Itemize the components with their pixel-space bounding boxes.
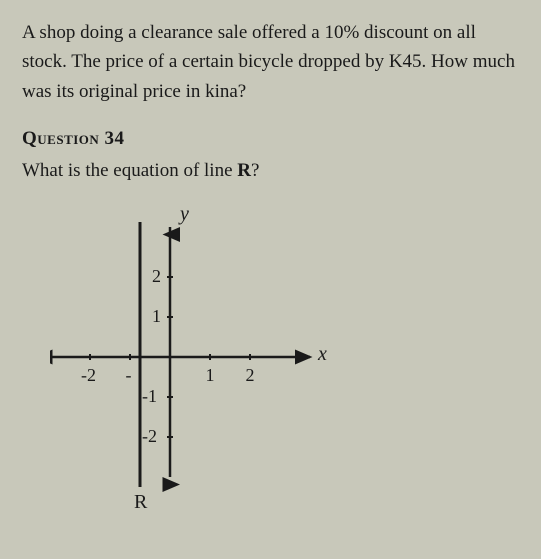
question-heading: Question 34	[22, 128, 519, 150]
prompt-suffix: ?	[251, 160, 259, 181]
question-prompt: What is the equation of line R?	[22, 160, 519, 182]
x-tick-2: 2	[246, 365, 255, 386]
prior-problem-text: A shop doing a clearance sale offered a …	[22, 18, 519, 106]
y-tick--1: -1	[142, 386, 157, 407]
x-axis-label: x	[318, 343, 327, 366]
line-r-label: R	[134, 491, 147, 514]
y-tick--2: -2	[142, 426, 157, 447]
x-tick-1: 1	[206, 365, 215, 386]
y-tick-2: 2	[152, 266, 161, 287]
y-axis-label: y	[180, 203, 189, 226]
graph-svg	[50, 202, 350, 512]
x-tick--2: -2	[81, 365, 96, 386]
x-tick--1: -	[126, 365, 132, 386]
prompt-prefix: What is the equation of line	[22, 160, 237, 181]
line-name: R	[237, 160, 251, 181]
y-tick-1: 1	[152, 306, 161, 327]
graph: yxR-2-1221-1-2	[50, 202, 350, 512]
